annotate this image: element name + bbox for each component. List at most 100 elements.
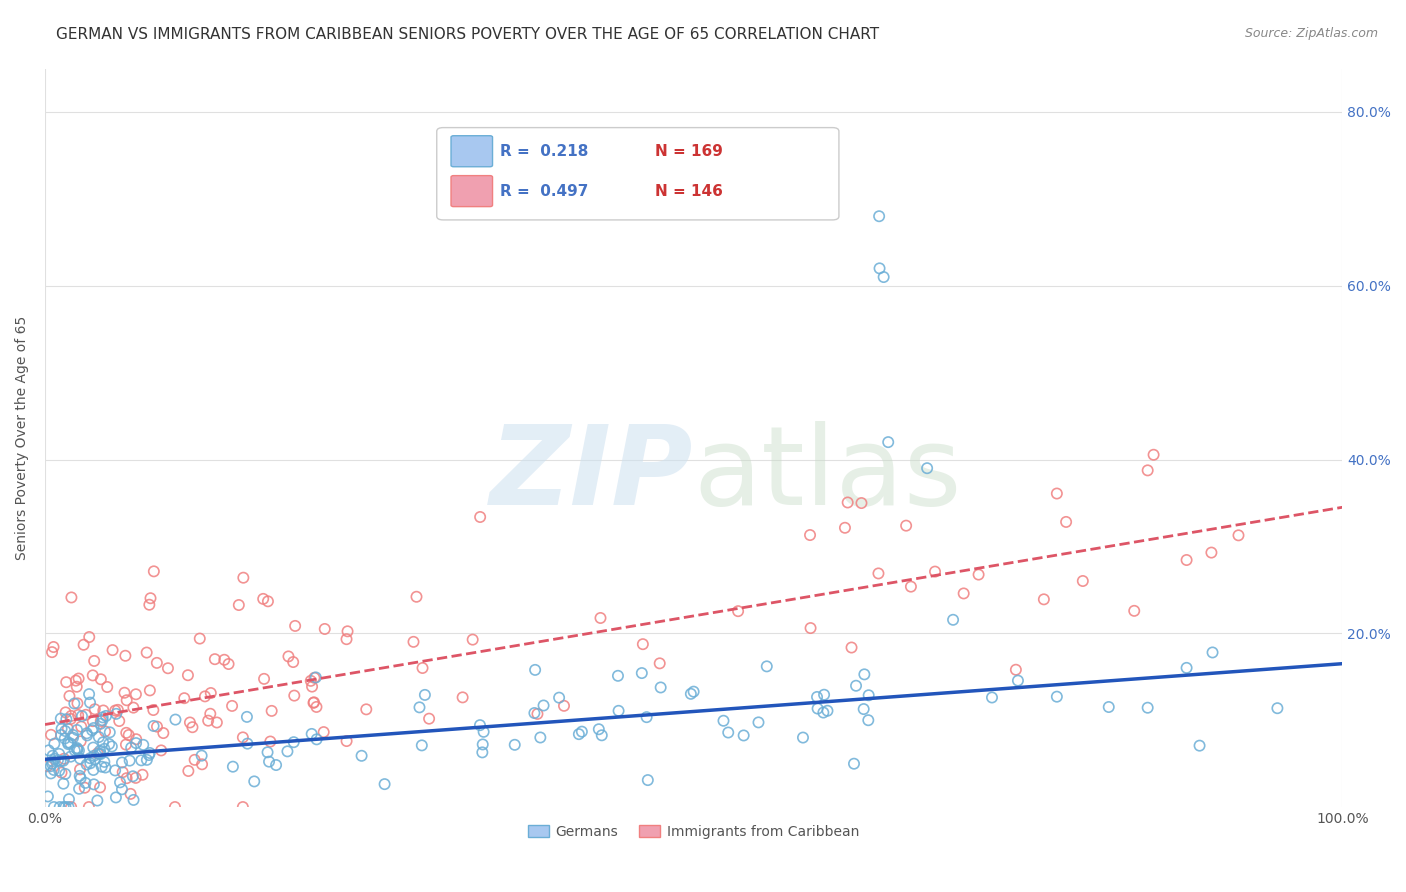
Point (135, 753, 157, 767)
Point (75, 776, 97, 790)
Point (841, 640, 863, 655)
Point (122, 793, 145, 807)
Point (1007, 673, 1029, 688)
Point (58, 800, 80, 814)
Point (48, 800, 70, 814)
Point (301, 680, 323, 694)
Point (191, 757, 214, 772)
Text: GERMAN VS IMMIGRANTS FROM CARIBBEAN SENIORS POVERTY OVER THE AGE OF 65 CORRELATI: GERMAN VS IMMIGRANTS FROM CARIBBEAN SENI… (56, 27, 879, 42)
Point (39, 759, 62, 773)
Point (111, 756, 134, 770)
Point (90, 673, 112, 687)
Point (952, 586, 974, 600)
Point (845, 679, 868, 693)
Point (503, 738, 526, 752)
Point (41, 756, 63, 771)
Point (53, 724, 76, 739)
Point (79, 696, 101, 710)
Point (942, 613, 965, 627)
Point (283, 655, 305, 669)
Point (77, 800, 100, 814)
Point (84, 752, 107, 766)
Point (139, 591, 162, 606)
Point (52, 754, 75, 768)
Point (981, 690, 1004, 705)
Point (63, 743, 86, 757)
Point (67, 708, 90, 723)
Point (259, 734, 281, 748)
Point (51, 722, 73, 736)
Point (305, 670, 328, 684)
Point (62, 731, 84, 745)
Point (163, 800, 186, 814)
Point (41, 755, 63, 769)
Point (82, 668, 104, 682)
Point (374, 777, 396, 791)
Point (304, 671, 326, 685)
Point (679, 687, 702, 701)
Point (93, 755, 115, 769)
Text: N = 169: N = 169 (655, 144, 723, 159)
Point (49, 755, 72, 769)
Point (87, 747, 110, 761)
Point (232, 800, 254, 814)
Point (232, 731, 254, 745)
Point (49, 712, 72, 726)
Point (42, 640, 65, 654)
Point (1054, 515, 1077, 529)
Point (755, 659, 778, 673)
Point (91, 735, 114, 749)
Point (101, 643, 124, 657)
FancyBboxPatch shape (451, 176, 492, 207)
Point (461, 632, 484, 647)
Point (183, 753, 205, 767)
Point (252, 591, 274, 606)
Point (89, 744, 111, 758)
Text: atlas: atlas (693, 421, 962, 528)
Point (336, 624, 359, 639)
Point (52, 777, 75, 791)
Point (38, 743, 60, 757)
Point (568, 727, 591, 741)
Legend: Germans, Immigrants from Caribbean: Germans, Immigrants from Caribbean (522, 820, 865, 845)
Point (418, 712, 440, 726)
Point (200, 706, 222, 721)
Point (1071, 574, 1094, 588)
Point (232, 571, 254, 585)
Point (55, 706, 77, 720)
Point (256, 745, 278, 759)
Point (1175, 661, 1198, 675)
Point (122, 700, 145, 714)
Point (194, 690, 217, 704)
Point (108, 775, 131, 789)
Point (471, 745, 494, 759)
Point (138, 747, 160, 762)
Point (1201, 645, 1223, 659)
Point (42, 800, 65, 814)
Point (93, 742, 115, 756)
Point (41, 645, 63, 659)
Point (869, 261, 891, 276)
Point (356, 702, 378, 716)
Point (121, 769, 143, 783)
Point (115, 693, 138, 707)
Point (1227, 528, 1250, 542)
Point (301, 727, 323, 741)
Point (142, 703, 165, 717)
Point (115, 726, 138, 740)
Point (607, 669, 630, 683)
Point (637, 773, 659, 788)
Point (1005, 663, 1028, 677)
Point (58, 737, 80, 751)
Point (152, 726, 174, 740)
Point (792, 731, 814, 745)
FancyBboxPatch shape (451, 136, 492, 167)
Point (806, 690, 828, 704)
Point (181, 720, 204, 734)
Text: R =  0.497: R = 0.497 (501, 184, 589, 199)
Point (48, 747, 70, 761)
Point (48, 764, 70, 778)
Point (69, 769, 91, 783)
Point (799, 528, 821, 542)
Point (44, 737, 66, 751)
